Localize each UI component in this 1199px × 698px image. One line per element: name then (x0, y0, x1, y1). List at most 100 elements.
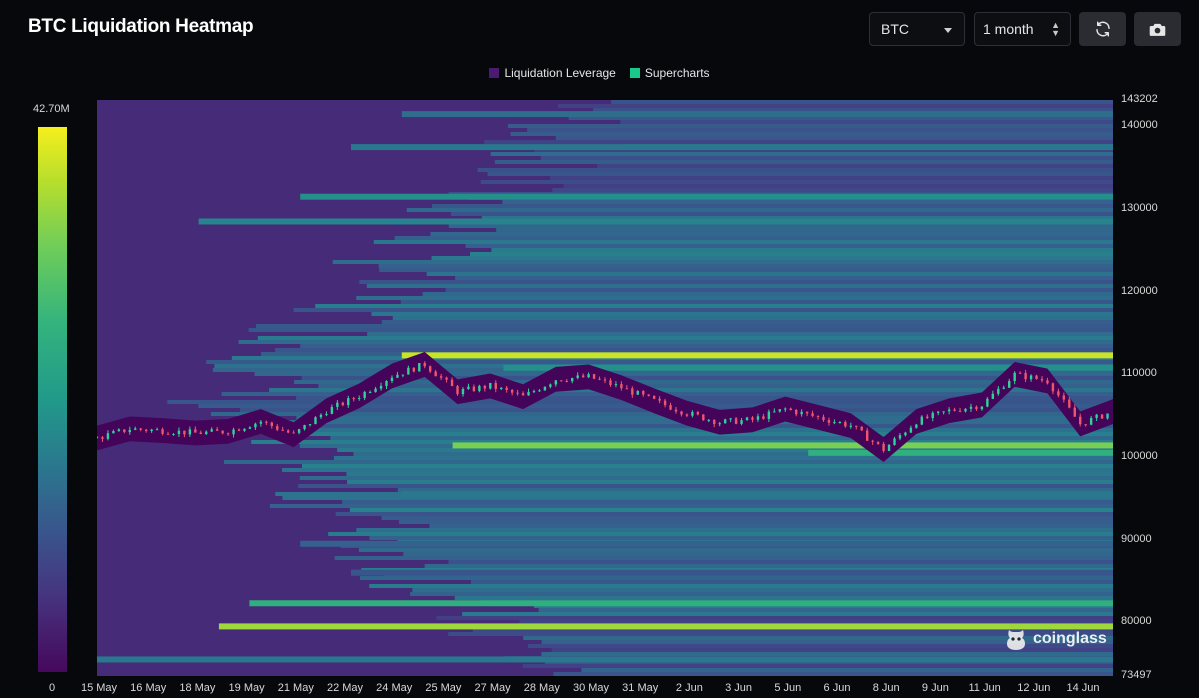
candle-body (1095, 414, 1098, 419)
heatmap-row (275, 348, 1113, 352)
candle-body (1002, 387, 1005, 389)
candle-body (745, 417, 749, 421)
candle-body (1062, 395, 1066, 400)
candle-body (434, 371, 437, 377)
heatmap-row (541, 640, 1113, 644)
candle-body (642, 390, 645, 395)
heatmap-row (412, 588, 1113, 592)
candle-body (620, 384, 623, 389)
heatmap-row (484, 140, 1113, 144)
candle-body (997, 388, 1000, 394)
candle-body (429, 366, 432, 372)
candle-body (598, 378, 601, 380)
heatmap-row (406, 208, 1113, 212)
heatmap-row (552, 188, 1113, 192)
heatmap-row (432, 204, 1113, 208)
candle-body (805, 411, 809, 414)
candle-body (450, 379, 454, 387)
candle-body (729, 418, 732, 420)
heatmap-row (293, 308, 1113, 312)
heatmap-row (358, 548, 1113, 552)
candle-body (658, 398, 661, 401)
candle-body (390, 377, 394, 381)
legend-item-supercharts[interactable]: Supercharts (629, 66, 710, 80)
candle-body (172, 434, 175, 436)
candle-body (762, 416, 765, 419)
heatmap-row (281, 432, 1113, 436)
heatmap-row (330, 436, 1113, 440)
legend-swatch-liquidation-leverage (489, 68, 500, 78)
heatmap-row (448, 560, 1113, 564)
heatmap-row (558, 104, 1113, 108)
candle-body (926, 416, 929, 419)
coin-select[interactable]: BTC (869, 12, 965, 46)
heatmap-row (470, 252, 1113, 256)
y-axis-bottom-label: 73497 (1121, 669, 1152, 681)
candle-body (368, 391, 372, 393)
candle-body (412, 367, 416, 372)
heatmap-row (315, 304, 1113, 308)
candle-body (636, 390, 639, 395)
heatmap-row (398, 520, 1113, 524)
candle-body (336, 402, 339, 407)
candle-body (1024, 372, 1027, 380)
candle-body (571, 378, 574, 382)
candle-body (500, 387, 503, 389)
heatmap-row (381, 320, 1113, 324)
range-select[interactable]: 1 month ▲ ▼ (974, 12, 1071, 46)
candle-body (423, 363, 426, 367)
candle-body (778, 409, 781, 412)
candle-body (226, 433, 230, 435)
heatmap-row (477, 168, 1113, 172)
heatmap-row (301, 464, 1113, 468)
x-tick-label: 31 May (622, 682, 659, 694)
heatmap-row (502, 200, 1113, 204)
heatmap-svg (97, 100, 1113, 676)
colorbar-min-label: 0 (49, 682, 56, 694)
x-tick-label: 14 Jun (1066, 682, 1100, 694)
heatmap-row (491, 248, 1113, 252)
heatmap-row (206, 360, 1113, 364)
heatmap-row (298, 484, 1113, 488)
heatmap-row (238, 340, 1113, 344)
candle-body (237, 429, 241, 431)
heatmap-row (256, 324, 1113, 328)
heatmap-row (424, 564, 1113, 568)
candle-body (931, 412, 934, 419)
heatmap-row (342, 500, 1113, 504)
candle-body (844, 422, 847, 427)
x-tick-label: 19 May (228, 682, 265, 694)
heatmap-row (430, 232, 1113, 236)
candle-body (150, 429, 153, 431)
legend-item-liquidation-leverage[interactable]: Liquidation Leverage (489, 66, 616, 80)
screenshot-button[interactable] (1134, 12, 1181, 46)
candle-body (581, 375, 585, 378)
candle-body (909, 427, 913, 433)
heatmap-row (471, 580, 1113, 584)
y-tick-label: 110000 (1121, 367, 1157, 380)
heatmap-row (494, 160, 1113, 164)
candle-body (1008, 381, 1011, 388)
candle-body (707, 419, 710, 421)
candle-body (177, 430, 181, 435)
liquidation-band (808, 449, 1113, 456)
candle-body (756, 416, 760, 420)
heatmap-row (381, 516, 1113, 520)
y-tick-label: 100000 (1121, 449, 1158, 462)
heatmap-row (359, 280, 1113, 284)
heatmap-row (540, 156, 1113, 160)
coinglass-logo-icon (1007, 630, 1025, 650)
candle-body (347, 398, 350, 406)
heatmap-row (379, 268, 1113, 272)
candle-body (286, 430, 290, 433)
heatmap-row (448, 632, 1113, 636)
refresh-button[interactable] (1079, 12, 1126, 46)
heatmap-plot[interactable] (97, 100, 1113, 676)
candle-body (713, 419, 716, 425)
heatmap-row (620, 120, 1113, 124)
candle-body (833, 422, 836, 424)
heatmap-row (249, 428, 1113, 432)
heatmap-row (294, 380, 1113, 384)
heatmap-row (527, 128, 1113, 132)
candle-body (379, 385, 383, 389)
